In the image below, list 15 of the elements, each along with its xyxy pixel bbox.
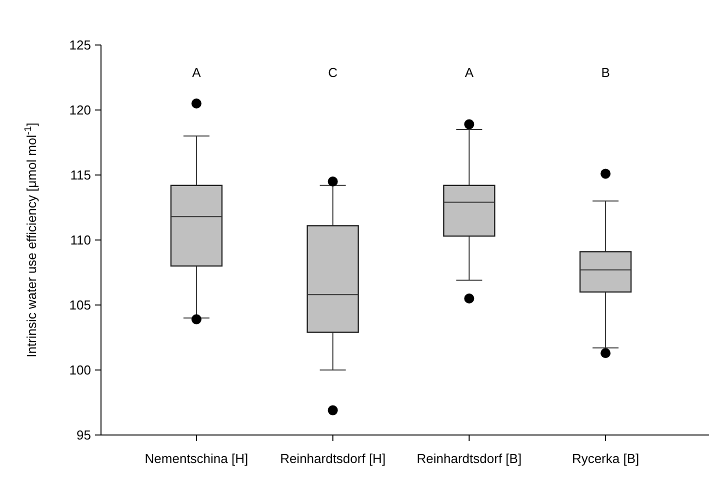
y-tick-label: 100 (69, 362, 91, 378)
y-tick-label: 105 (69, 298, 91, 313)
y-tick-label: 95 (76, 428, 91, 443)
x-tick-label: Reinhardtsdorf [H] (280, 451, 386, 466)
y-tick-label: 115 (70, 168, 91, 183)
annotation: B (601, 65, 610, 80)
y-tick-label: 110 (70, 232, 91, 248)
y-tick-label: 120 (69, 102, 91, 118)
x-tick-label: Nementschina [H] (144, 451, 248, 466)
x-tick-label: Reinhardtsdorf [B] (416, 451, 522, 466)
x-tick-label: Rycerka [B] (572, 451, 640, 466)
annotation: A (192, 65, 202, 80)
annotation: C (328, 65, 338, 80)
annotation: A (464, 65, 474, 80)
y-tick-label: 125 (69, 38, 91, 53)
